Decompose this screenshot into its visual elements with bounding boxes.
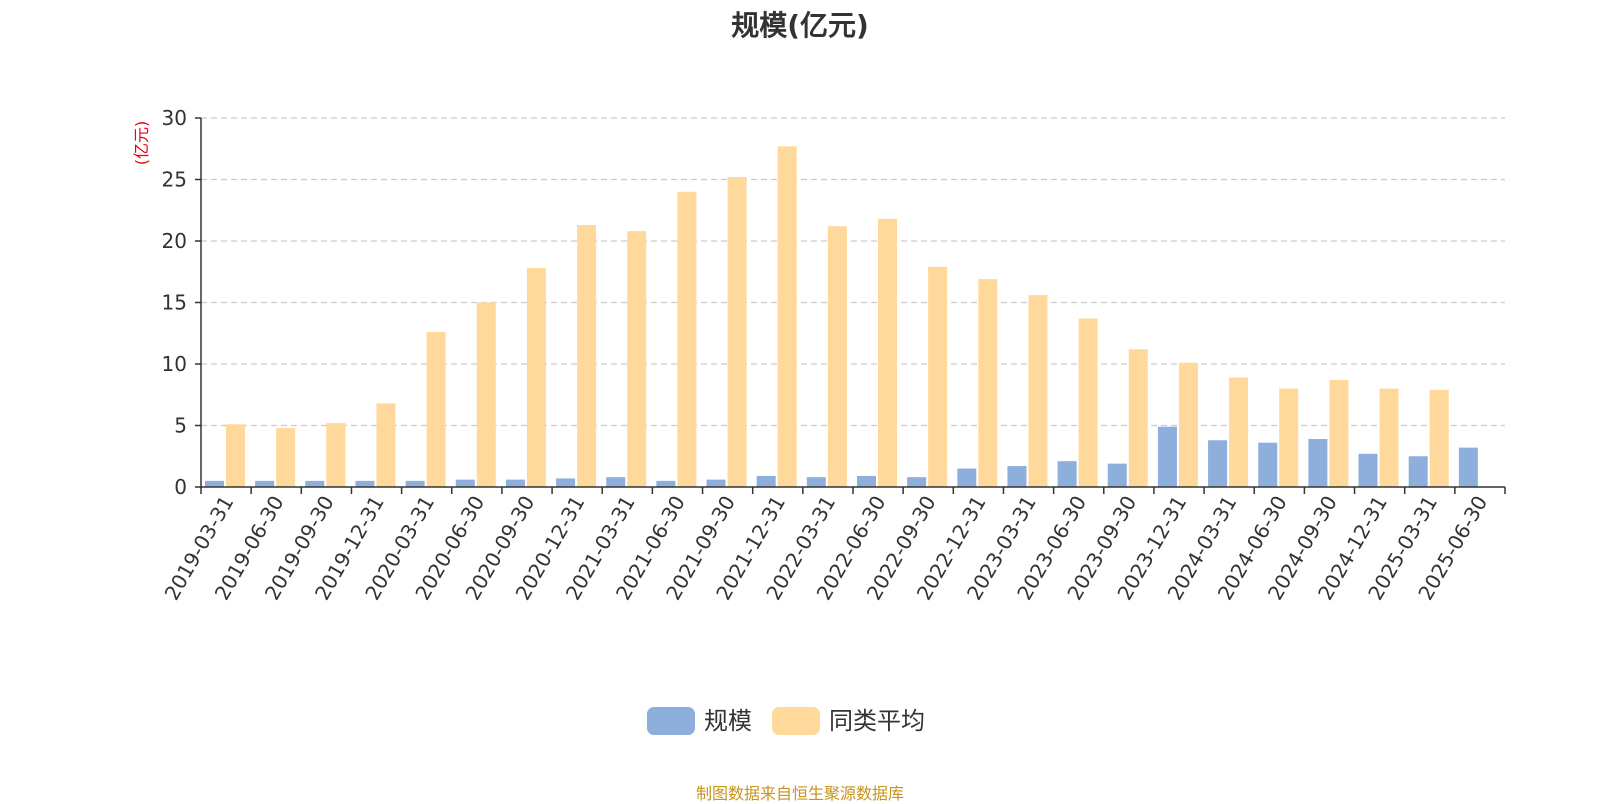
y-tick-label: 25 <box>162 168 187 192</box>
bar-peer-average <box>1178 362 1198 487</box>
bar-peer-average <box>978 279 998 487</box>
bar-scale <box>857 475 876 487</box>
bar-peer-average <box>1028 295 1048 487</box>
bar-peer-average <box>526 268 546 487</box>
bar-peer-average <box>476 302 496 487</box>
bar-peer-average <box>1379 388 1399 487</box>
bar-scale <box>556 478 576 487</box>
bar-peer-average <box>276 427 296 487</box>
bar-peer-average <box>1279 388 1299 487</box>
bar-scale <box>1308 439 1328 487</box>
bar-scale <box>706 479 726 487</box>
bar-peer-average <box>928 266 948 487</box>
y-axis-unit-label: (亿元) <box>132 121 151 166</box>
y-tick-label: 20 <box>162 229 187 253</box>
bar-peer-average <box>577 225 597 487</box>
y-tick-label: 5 <box>174 414 187 438</box>
chart-title: 规模(亿元) <box>731 9 869 42</box>
y-tick-label: 15 <box>162 291 187 315</box>
bar-peer-average <box>1329 379 1349 487</box>
bar-scale <box>1007 466 1027 487</box>
bar-scale <box>455 479 475 487</box>
bar-scale <box>405 480 425 487</box>
bar-peer-average <box>627 231 647 487</box>
bar-scale <box>505 479 525 487</box>
bar-peer-average <box>426 332 446 487</box>
bar-scale <box>1358 453 1378 487</box>
bar-scale <box>255 480 275 487</box>
bar-scale <box>205 480 224 487</box>
bar-peer-average <box>376 403 396 487</box>
bar-scale <box>1107 463 1127 487</box>
bar-scale <box>606 477 626 487</box>
bar-peer-average <box>878 218 897 488</box>
bar-scale <box>957 468 977 487</box>
bar-scale <box>756 475 776 487</box>
legend-label-scale: 规模 <box>704 707 752 735</box>
bar-scale <box>1057 461 1077 487</box>
bar-peer-average <box>1078 318 1098 487</box>
legend-swatch-scale <box>647 707 695 735</box>
bar-scale <box>1258 442 1278 487</box>
bar-peer-average <box>226 424 245 487</box>
bar-scale <box>907 477 927 487</box>
source-note: 制图数据来自恒生聚源数据库 <box>695 784 904 803</box>
bar-peer-average <box>1128 349 1148 487</box>
bar-scale <box>1157 426 1177 487</box>
y-tick-label: 10 <box>162 352 187 376</box>
bar-peer-average <box>827 226 847 488</box>
bar-peer-average <box>677 191 697 488</box>
bar-scale <box>305 480 325 487</box>
bar-peer-average <box>777 146 797 488</box>
legend-label-peer-average: 同类平均 <box>829 707 925 735</box>
bar-peer-average <box>1229 377 1249 487</box>
bar-scale <box>1208 440 1228 487</box>
bar-peer-average <box>326 423 346 487</box>
bar-peer-average <box>1429 389 1449 487</box>
bar-scale <box>1458 447 1478 487</box>
bar-scale <box>355 480 375 487</box>
bar-scale <box>806 477 826 487</box>
y-tick-label: 0 <box>174 475 187 499</box>
bar-peer-average <box>727 177 747 488</box>
bar-scale <box>1408 456 1428 487</box>
y-tick-label: 30 <box>162 106 187 130</box>
legend-swatch-peer-average <box>772 707 820 735</box>
bar-scale <box>656 480 676 487</box>
